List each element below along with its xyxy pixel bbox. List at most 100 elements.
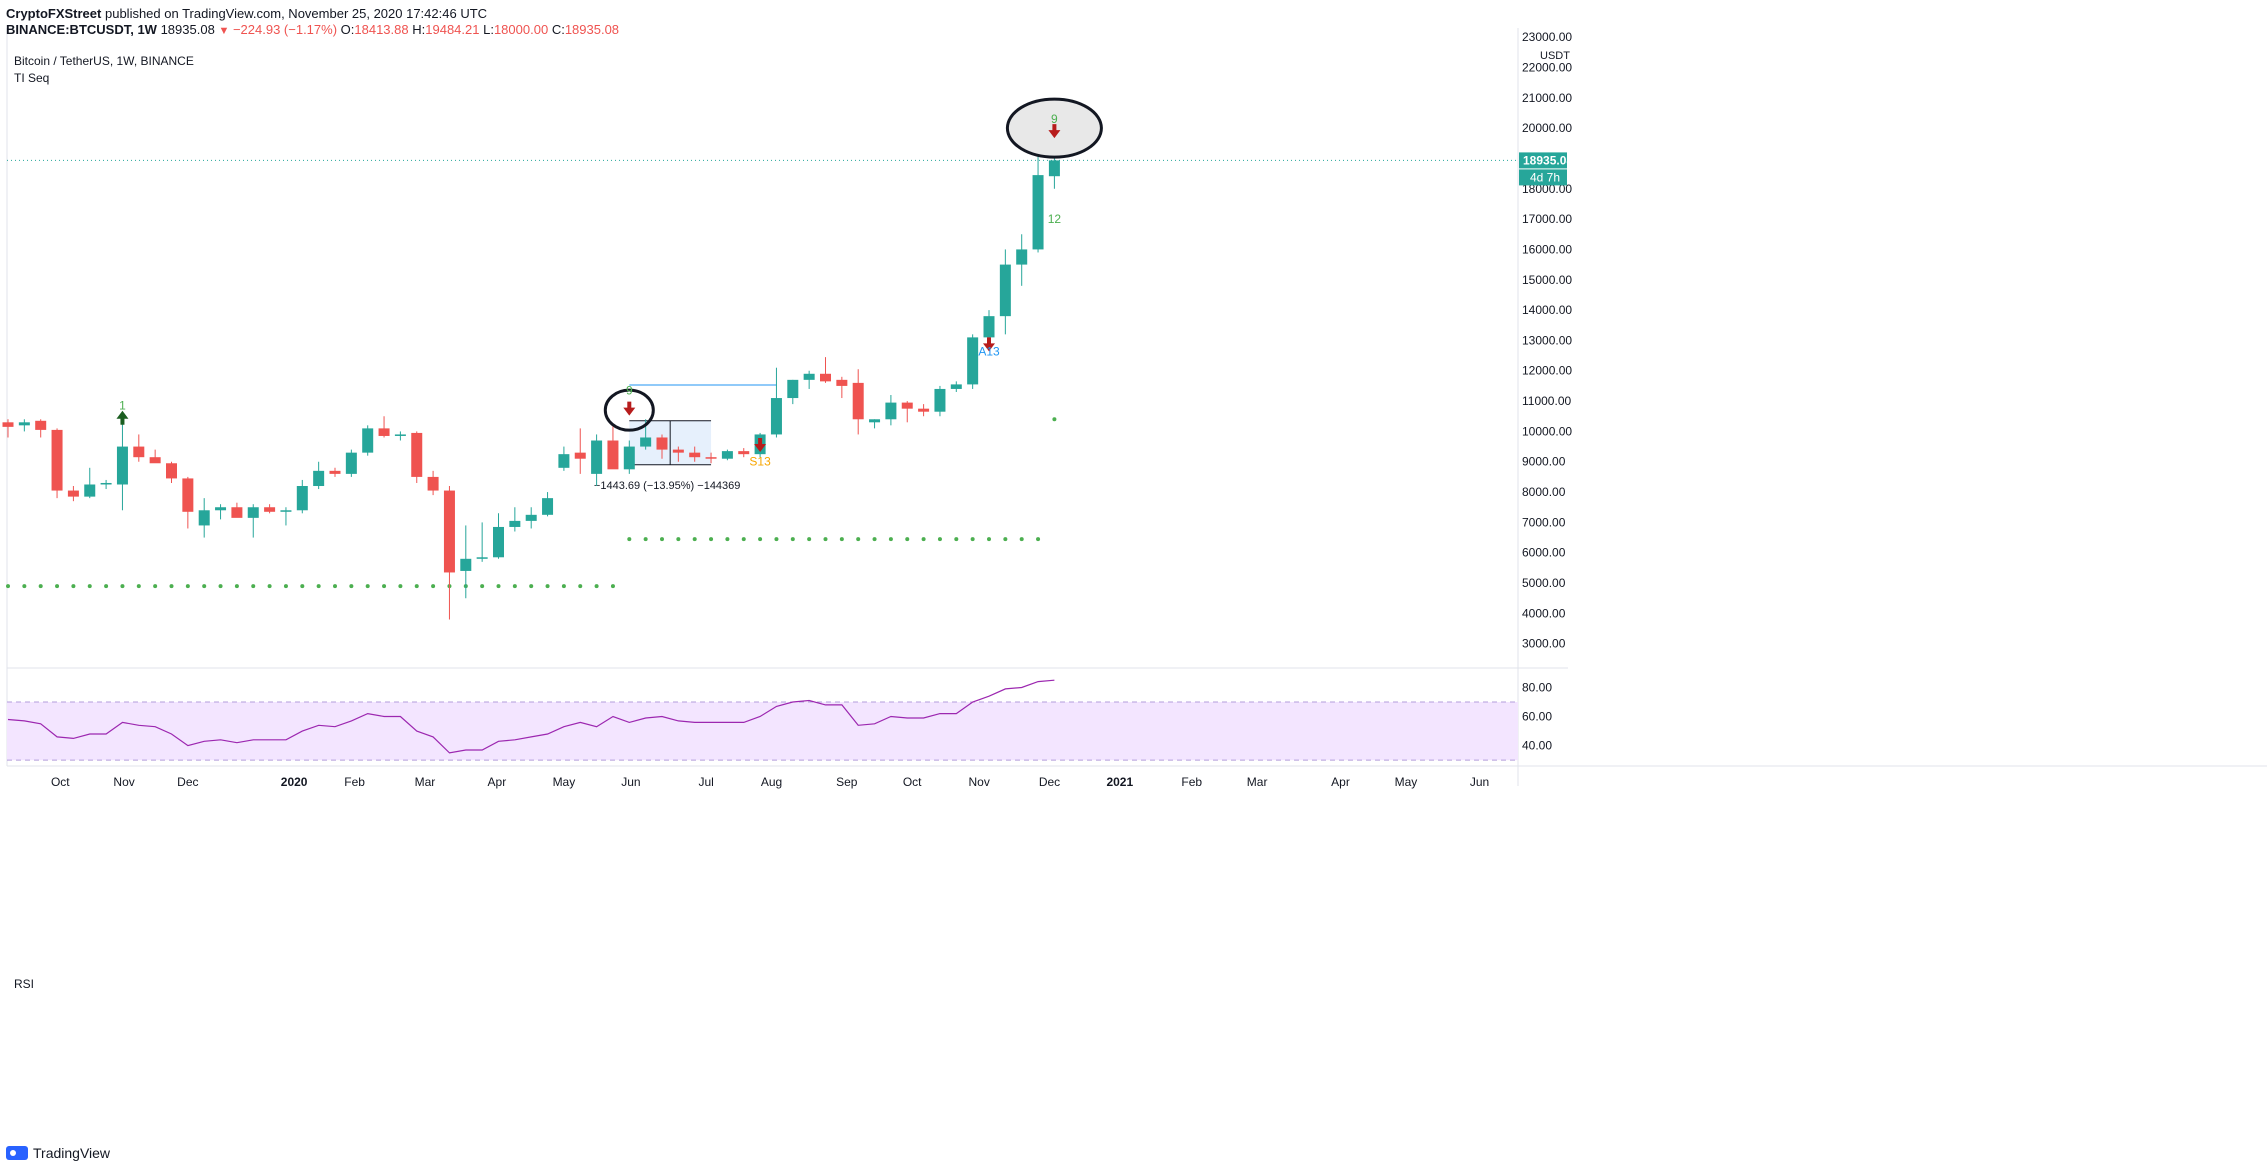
- support-dot: [790, 537, 795, 542]
- rsi-tick-label: 60.00: [1522, 710, 1552, 724]
- low-value: 18000.00: [493, 22, 549, 37]
- candle-body: [770, 398, 782, 435]
- support-dot: [22, 584, 27, 589]
- low-label: L:: [483, 22, 494, 37]
- x-tick-label: Nov: [113, 775, 134, 789]
- support-dot: [496, 584, 501, 589]
- candle-body: [672, 449, 684, 453]
- support-dot: [349, 584, 354, 589]
- y-tick-label: 6000.00: [1522, 546, 1566, 560]
- x-tick-label: Oct: [51, 775, 70, 789]
- countdown-text: 4d 7h: [1530, 170, 1560, 184]
- support-dot: [382, 584, 387, 589]
- x-tick-label: Dec: [177, 775, 198, 789]
- high-value: 19484.21: [425, 22, 480, 37]
- candle-body: [84, 484, 96, 497]
- support-dot: [87, 584, 92, 589]
- candle-body: [558, 454, 570, 468]
- support-dot: [987, 537, 991, 542]
- candle-body: [443, 490, 455, 573]
- series-legend[interactable]: Bitcoin / TetherUS, 1W, BINANCE: [14, 54, 194, 68]
- y-tick-label: 12000.00: [1522, 364, 1572, 378]
- support-dot: [709, 537, 714, 542]
- tradingview-logo-icon: [6, 1146, 28, 1160]
- candle-body: [460, 558, 472, 571]
- y-tick-label: 17000.00: [1522, 212, 1572, 226]
- support-dot: [872, 537, 877, 542]
- support-dot: [185, 584, 190, 589]
- candle-body: [934, 388, 946, 412]
- candle-body: [362, 428, 374, 453]
- support-dot: [807, 537, 812, 542]
- support-dot: [529, 584, 534, 589]
- candle-body: [427, 476, 439, 491]
- support-dot: [774, 537, 779, 542]
- x-tick-label: Mar: [415, 775, 436, 789]
- candle-body: [869, 419, 881, 423]
- down-arrow-icon: [623, 401, 636, 416]
- open-label: O:: [340, 22, 355, 37]
- support-dot: [104, 584, 109, 589]
- indicator-legend[interactable]: TI Seq: [14, 71, 50, 85]
- rsi-line: [7, 679, 1055, 754]
- rsi-tick-label: 40.00: [1522, 739, 1552, 753]
- support-dot: [169, 584, 174, 589]
- support-dot: [431, 584, 436, 589]
- candle-body: [67, 490, 79, 497]
- seq-count-label: A13: [978, 344, 1000, 358]
- support-dot: [856, 537, 861, 542]
- candle-body: [133, 446, 145, 458]
- x-tick-label: May: [553, 775, 576, 789]
- candle-body: [852, 382, 864, 420]
- candle-body: [18, 422, 30, 426]
- tradingview-logo[interactable]: TradingView: [6, 1145, 110, 1161]
- support-dot: [153, 584, 158, 589]
- support-dot: [120, 584, 125, 589]
- support-dot: [316, 584, 321, 589]
- candle-body: [983, 316, 995, 338]
- x-tick-label: Apr: [1331, 775, 1350, 789]
- down-arrow-icon: [754, 438, 767, 453]
- candle-body: [967, 337, 979, 385]
- support-dot: [692, 537, 697, 542]
- rsi-tick-label: 80.00: [1522, 680, 1552, 694]
- support-dot: [725, 537, 730, 542]
- support-dot: [905, 537, 910, 542]
- support-dot: [1052, 417, 1057, 422]
- rsi-pane-label[interactable]: RSI: [14, 977, 35, 991]
- y-tick-label: 14000.00: [1522, 303, 1572, 317]
- candle-body: [1016, 249, 1028, 265]
- x-tick-label: Jun: [621, 775, 640, 789]
- publisher-name[interactable]: CryptoFXStreet: [6, 6, 102, 21]
- support-dot: [921, 537, 926, 542]
- change-value: −224.93 (−1.17%): [232, 22, 338, 37]
- x-tick-label: Jul: [698, 775, 713, 789]
- candle-body: [247, 507, 259, 518]
- support-dot: [758, 537, 763, 542]
- candle-body: [182, 478, 194, 512]
- support-dot: [6, 584, 10, 589]
- candle-body: [607, 440, 619, 470]
- support-dot: [741, 537, 746, 542]
- x-tick-label: Sep: [836, 775, 858, 789]
- current-price-badge: [1519, 152, 1567, 169]
- support-dot: [365, 584, 370, 589]
- candle-body: [803, 373, 815, 380]
- down-arrow-icon: [1048, 124, 1061, 139]
- x-tick-label: 2021: [1106, 775, 1133, 789]
- support-dot: [71, 584, 76, 589]
- candle-body: [280, 510, 292, 512]
- support-dot: [561, 584, 566, 589]
- y-tick-label: 10000.00: [1522, 424, 1572, 438]
- current-price-text: 18935.08: [1523, 153, 1573, 167]
- x-tick-label: May: [1395, 775, 1418, 789]
- candle-body: [493, 526, 504, 558]
- support-dot: [234, 584, 239, 589]
- x-tick-label: Aug: [761, 775, 782, 789]
- x-tick-label: Feb: [1181, 775, 1202, 789]
- support-dot: [545, 584, 550, 589]
- candle-body: [2, 422, 14, 427]
- candle-body: [542, 498, 554, 515]
- close-label: C:: [551, 22, 565, 37]
